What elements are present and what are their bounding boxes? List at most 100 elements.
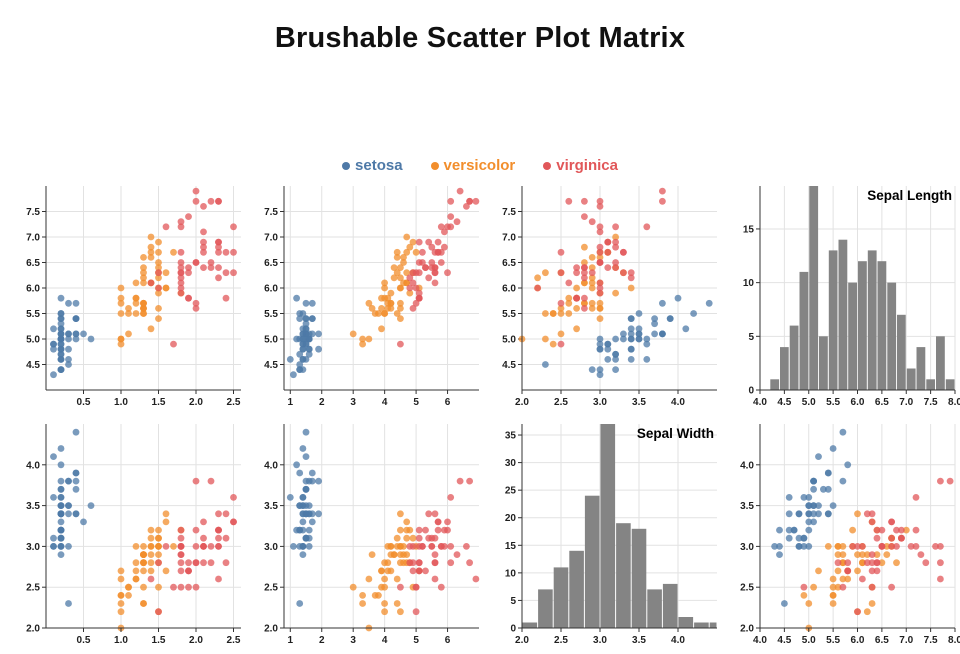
scatter-cell-sepal_width-vs-petal_length[interactable]: 2.0 2.5 3.0 3.5 4.0 1 2 3 4 5 6 xyxy=(248,416,483,654)
data-point xyxy=(542,361,549,368)
data-point xyxy=(873,534,881,542)
data-point xyxy=(805,543,813,550)
data-point xyxy=(65,335,72,343)
data-point xyxy=(898,534,905,542)
data-point xyxy=(588,274,596,282)
data-point xyxy=(147,254,155,261)
histogram-cell-sepal_width[interactable]: 0 5 10 15 20 25 30 35 Sepal Width 2.0 2.5 3.0 3.5 4.0 xyxy=(486,416,721,654)
y-tick-label: 6.0 xyxy=(264,284,278,295)
histogram-bar xyxy=(926,379,935,390)
data-point xyxy=(627,284,635,292)
data-point xyxy=(65,299,72,307)
data-point xyxy=(305,502,313,509)
data-point xyxy=(785,534,793,542)
data-point xyxy=(177,284,185,292)
legend-item-setosa: setosa xyxy=(342,157,403,174)
y-tick-label: 5.0 xyxy=(264,335,278,346)
x-tick-label: 1.0 xyxy=(114,635,128,646)
data-point xyxy=(596,335,604,343)
data-point xyxy=(57,477,65,485)
data-point xyxy=(428,543,436,550)
x-tick-label: 4.0 xyxy=(753,635,767,646)
data-point xyxy=(682,325,690,333)
histogram-cell-sepal_length[interactable]: 0 5 10 15 Sepal Length 4.0 4.5 5.0 5.5 6.0 6.5 7.0 7… xyxy=(724,178,960,416)
histogram-bar xyxy=(538,589,553,628)
data-point xyxy=(315,330,322,338)
data-point xyxy=(854,567,861,575)
data-point xyxy=(573,264,580,271)
data-point xyxy=(912,526,920,534)
data-point xyxy=(444,518,451,526)
x-tick-label: 2.0 xyxy=(189,635,203,646)
data-point xyxy=(65,356,72,363)
data-point xyxy=(125,330,132,338)
data-point xyxy=(177,534,185,542)
data-point xyxy=(140,305,147,312)
data-point xyxy=(635,335,643,343)
data-point xyxy=(620,330,627,338)
data-point xyxy=(415,567,423,575)
data-point xyxy=(412,608,420,616)
data-point xyxy=(222,248,230,256)
data-point xyxy=(581,294,588,302)
data-point xyxy=(627,345,635,353)
legend: setosa versicolor virginica xyxy=(0,157,960,174)
data-point xyxy=(406,243,414,251)
data-point xyxy=(419,259,426,266)
data-point xyxy=(805,600,813,607)
x-tick-label: 2.0 xyxy=(515,635,529,646)
data-point xyxy=(534,284,541,292)
data-point xyxy=(147,575,155,583)
data-point xyxy=(596,315,604,322)
data-point xyxy=(299,345,307,353)
data-point xyxy=(125,310,132,317)
data-point xyxy=(596,248,604,256)
y-tick-label: 3.0 xyxy=(264,542,278,553)
count-tick-label: 5 xyxy=(748,332,754,343)
data-point xyxy=(565,197,573,205)
data-point xyxy=(177,551,185,558)
x-tick-label: 2.5 xyxy=(554,635,568,646)
scatter-cell-sepal_length-vs-sepal_width[interactable]: 4.5 5.0 5.5 6.0 6.5 7.0 7.5 2.0 2.5 3.0 3.5 4.0 xyxy=(486,178,721,416)
y-tick-label: 2.5 xyxy=(740,583,754,594)
series-setosa xyxy=(542,294,713,379)
x-tick-label: 1.5 xyxy=(152,397,166,408)
x-tick-label: 2.0 xyxy=(189,397,203,408)
series-setosa xyxy=(286,428,322,607)
data-point xyxy=(581,213,588,220)
data-point xyxy=(200,203,207,210)
y-tick-label: 3.5 xyxy=(26,501,40,512)
data-point xyxy=(573,305,580,312)
data-point xyxy=(596,223,604,231)
histogram-bar xyxy=(569,550,584,628)
data-point xyxy=(305,543,313,550)
data-point xyxy=(302,428,310,436)
data-point xyxy=(651,330,658,338)
scatter-cell-sepal_width-vs-petal_width[interactable]: 2.0 2.5 3.0 3.5 4.0 0.5 1.0 1.5 2.0 2.5 xyxy=(10,416,245,654)
data-point xyxy=(400,543,407,550)
data-point xyxy=(604,356,612,363)
y-tick-label: 7.0 xyxy=(264,233,278,244)
scatter-cell-sepal_length-vs-petal_length[interactable]: 4.5 5.0 5.5 6.0 6.5 7.0 7.5 1 2 3 4 5 6 xyxy=(248,178,483,416)
data-point xyxy=(87,335,95,343)
data-point xyxy=(308,299,316,307)
data-point xyxy=(308,315,316,322)
data-point xyxy=(65,345,72,353)
data-point xyxy=(302,315,310,322)
data-point xyxy=(80,518,87,526)
data-point xyxy=(912,543,920,550)
data-point xyxy=(50,325,57,333)
scatter-cell-sepal_length-vs-petal_width[interactable]: 4.5 5.0 5.5 6.0 6.5 7.0 7.5 0.5 1.0 1.5 2.0 2.5 xyxy=(10,178,245,416)
data-point xyxy=(596,299,604,307)
data-point xyxy=(140,559,147,567)
data-point xyxy=(425,534,433,542)
data-point xyxy=(588,218,596,226)
data-point xyxy=(305,350,313,358)
data-point xyxy=(215,534,222,542)
scatter-cell-sepal_width-vs-sepal_length[interactable]: 2.0 2.5 3.0 3.5 4.0 4.0 4.5 5.0 5.5 6.0 6.5 7.0 7.5 8… xyxy=(724,416,960,654)
data-point xyxy=(192,305,200,312)
data-point xyxy=(627,356,635,363)
data-point xyxy=(800,583,808,591)
data-point xyxy=(296,350,304,358)
data-point xyxy=(425,274,433,282)
